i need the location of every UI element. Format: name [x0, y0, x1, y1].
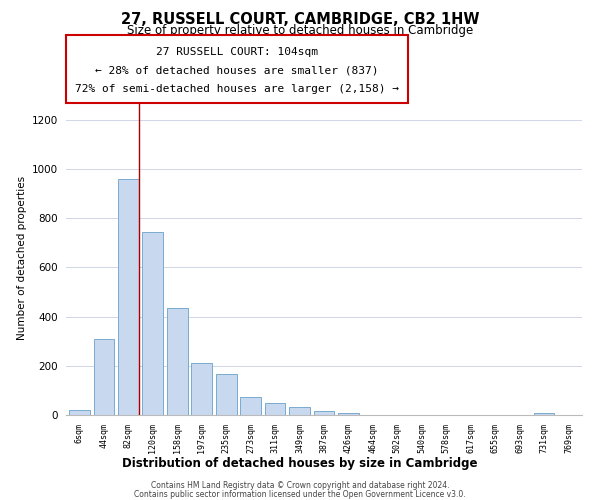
Bar — [338, 413, 359, 415]
Text: Contains HM Land Registry data © Crown copyright and database right 2024.: Contains HM Land Registry data © Crown c… — [151, 481, 449, 490]
Bar — [142, 232, 163, 415]
Bar — [69, 410, 90, 415]
Text: 27 RUSSELL COURT: 104sqm: 27 RUSSELL COURT: 104sqm — [156, 47, 318, 57]
Bar — [118, 179, 139, 415]
Text: Distribution of detached houses by size in Cambridge: Distribution of detached houses by size … — [122, 458, 478, 470]
Text: ← 28% of detached houses are smaller (837): ← 28% of detached houses are smaller (83… — [95, 66, 379, 76]
Bar — [191, 364, 212, 415]
Y-axis label: Number of detached properties: Number of detached properties — [17, 176, 26, 340]
Bar — [265, 403, 286, 415]
Bar — [289, 407, 310, 415]
Text: Size of property relative to detached houses in Cambridge: Size of property relative to detached ho… — [127, 24, 473, 37]
Bar — [94, 338, 114, 415]
Bar — [240, 396, 261, 415]
Text: 27, RUSSELL COURT, CAMBRIDGE, CB2 1HW: 27, RUSSELL COURT, CAMBRIDGE, CB2 1HW — [121, 12, 479, 26]
Bar — [167, 308, 188, 415]
Text: Contains public sector information licensed under the Open Government Licence v3: Contains public sector information licen… — [134, 490, 466, 499]
Text: 72% of semi-detached houses are larger (2,158) →: 72% of semi-detached houses are larger (… — [75, 84, 399, 94]
Bar — [314, 410, 334, 415]
Bar — [534, 413, 554, 415]
Bar — [216, 374, 236, 415]
